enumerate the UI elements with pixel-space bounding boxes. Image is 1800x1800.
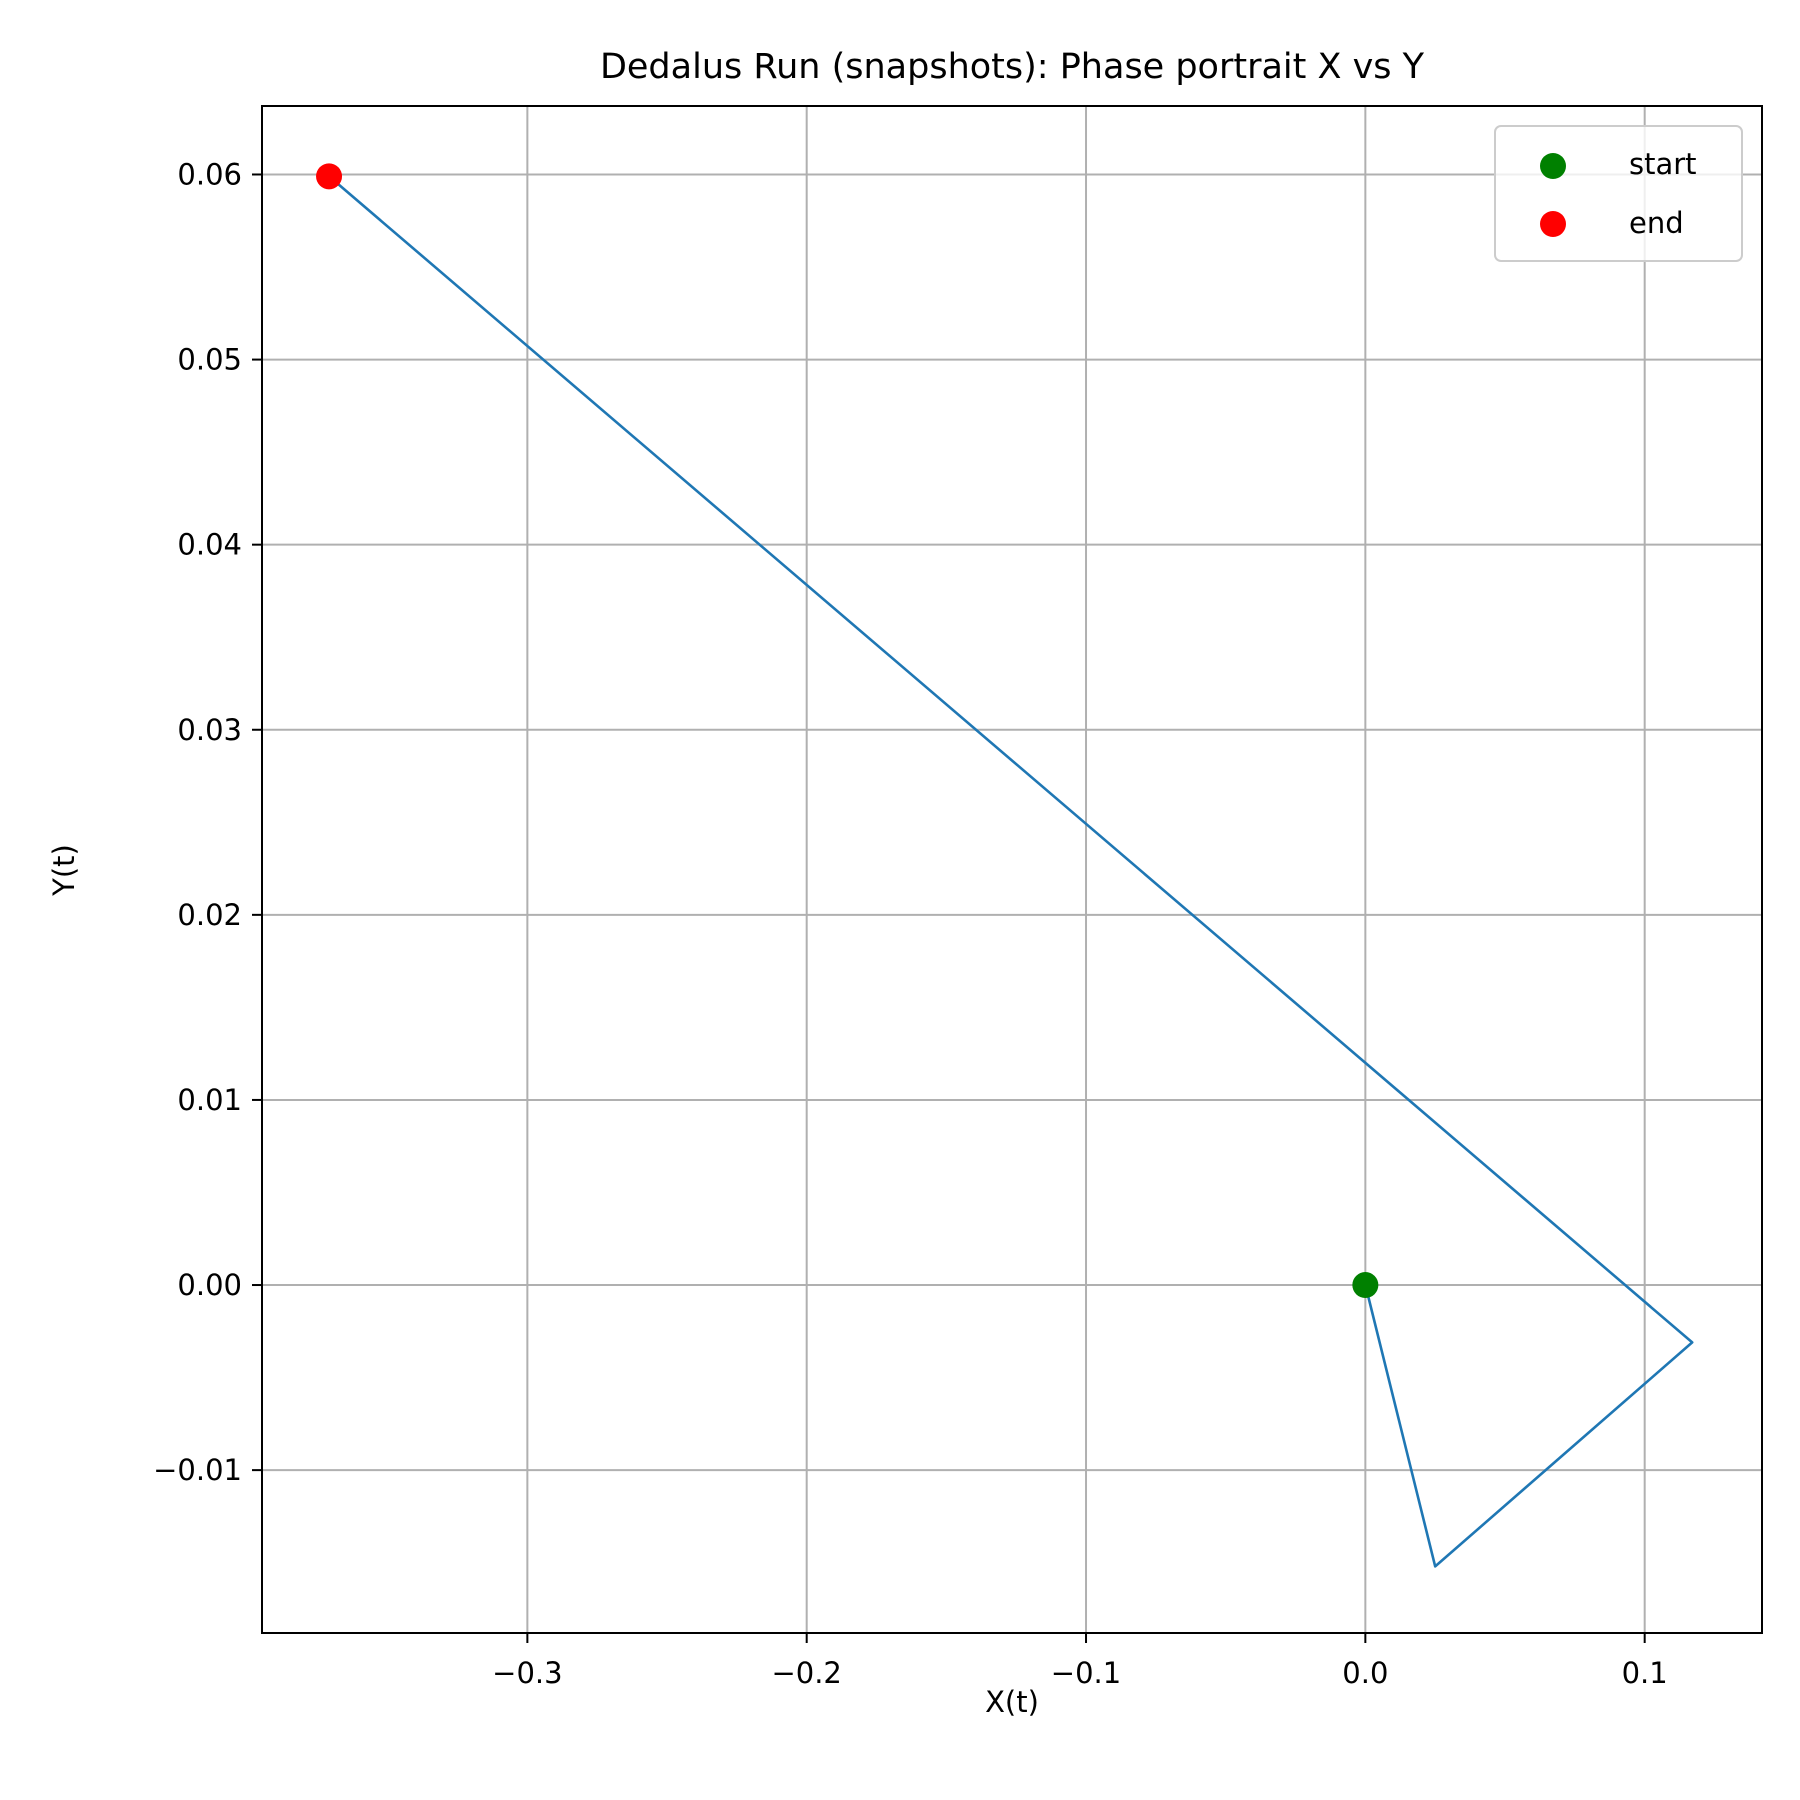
chart-title: Dedalus Run (snapshots): Phase portrait … xyxy=(600,47,1425,87)
trajectory-line xyxy=(328,175,1694,1568)
y-tick-label: 0.00 xyxy=(177,1268,242,1302)
end-point-marker xyxy=(316,163,343,190)
x-tick-label: 0.0 xyxy=(1342,1656,1388,1690)
x-tick-label: −0.3 xyxy=(492,1656,562,1690)
y-tick-label: 0.03 xyxy=(177,713,242,747)
y-tick-label: 0.02 xyxy=(177,898,242,932)
legend-end-label: end xyxy=(1629,206,1684,240)
x-axis-ticks: −0.3 −0.2 −0.1 0.0 0.1 xyxy=(492,1633,1668,1690)
start-point-marker xyxy=(1352,1272,1379,1299)
y-tick-label: 0.04 xyxy=(177,528,242,562)
x-tick-label: −0.2 xyxy=(771,1656,841,1690)
y-tick-label: −0.01 xyxy=(153,1453,242,1487)
x-tick-label: 0.1 xyxy=(1622,1656,1668,1690)
y-tick-label: 0.01 xyxy=(177,1083,242,1117)
y-tick-label: 0.06 xyxy=(177,157,242,191)
marker-layer xyxy=(316,163,1379,1299)
legend-end-marker xyxy=(1540,211,1566,237)
y-axis-label: Y(t) xyxy=(47,844,81,897)
y-axis-ticks: −0.01 0.00 0.01 0.02 0.03 0.04 0.05 0.06 xyxy=(153,157,262,1487)
x-axis-label: X(t) xyxy=(985,1685,1039,1719)
y-tick-label: 0.05 xyxy=(177,343,242,377)
legend-start-marker xyxy=(1540,153,1566,179)
legend-start-label: start xyxy=(1629,147,1697,181)
legend: start end xyxy=(1494,125,1743,262)
plot-frame xyxy=(261,105,1763,1634)
series-layer xyxy=(328,175,1694,1568)
legend-box xyxy=(1494,125,1743,262)
x-tick-label: −0.1 xyxy=(1051,1656,1121,1690)
